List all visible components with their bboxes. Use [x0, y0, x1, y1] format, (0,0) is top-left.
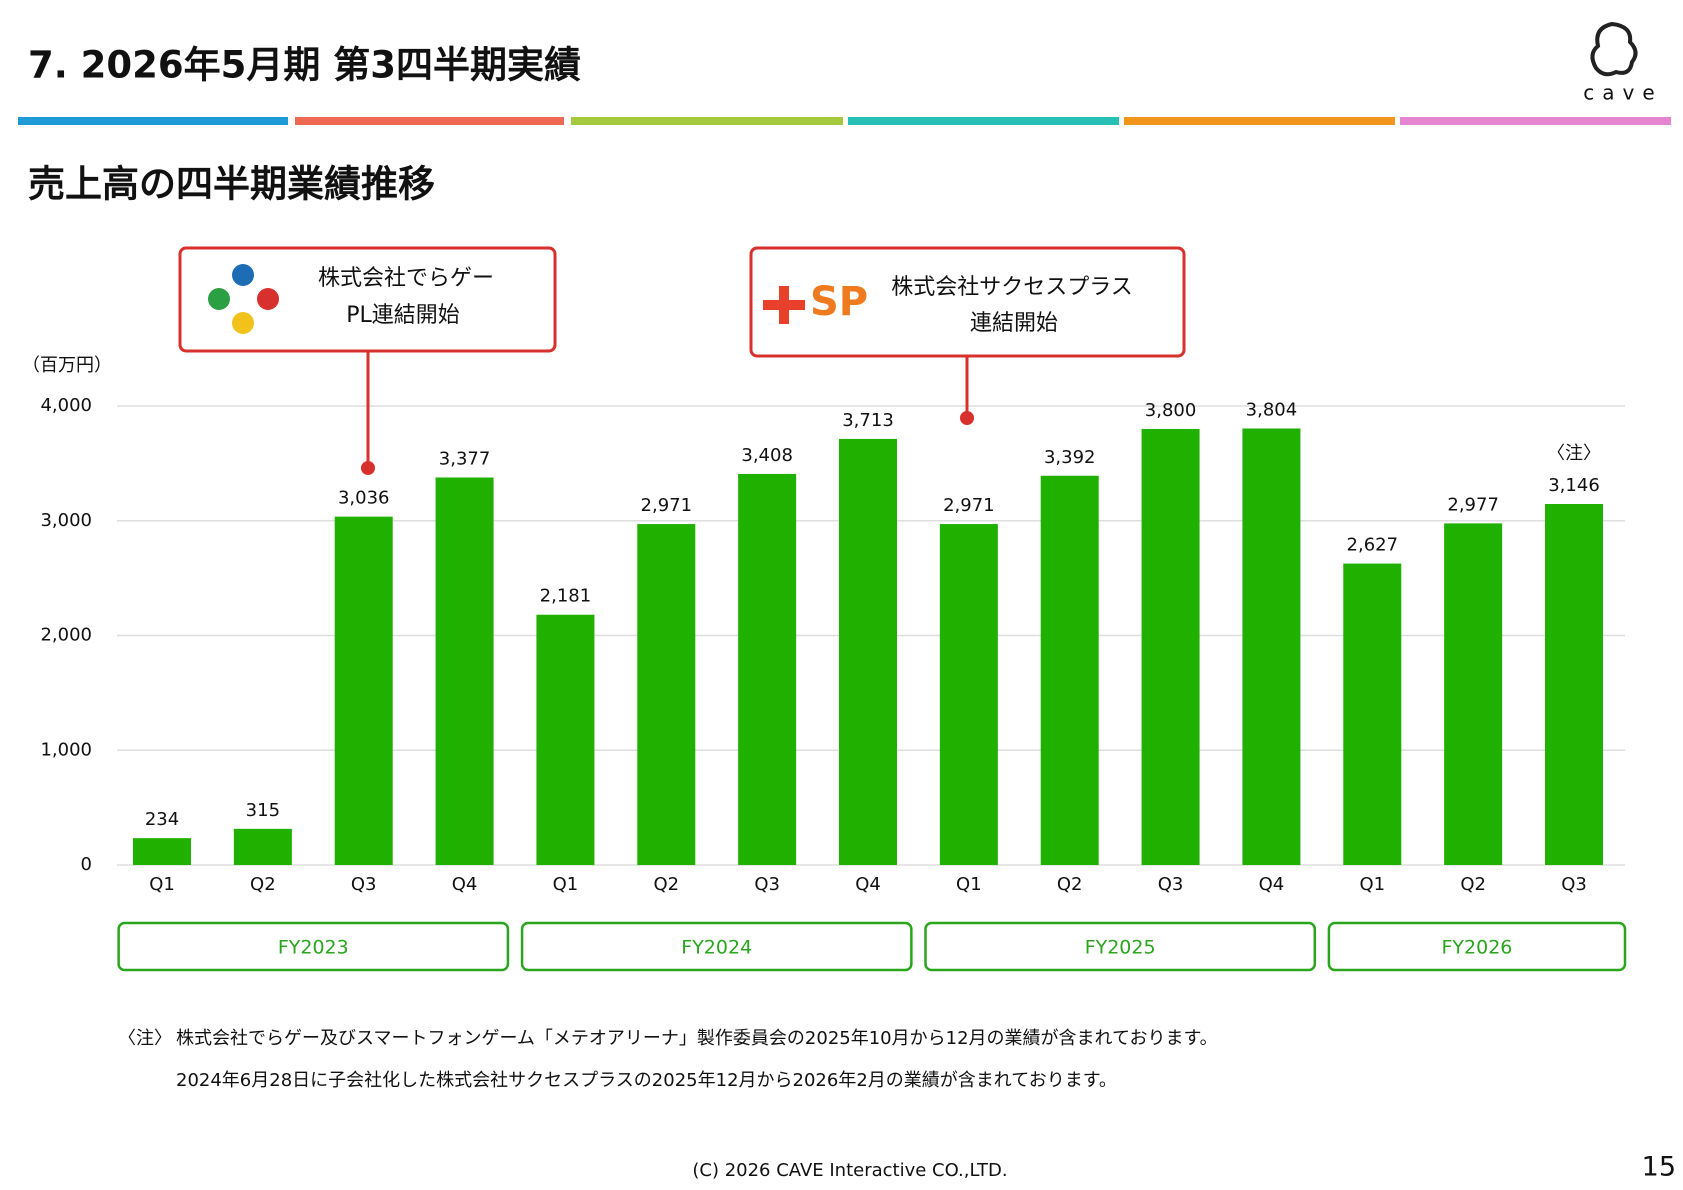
footnote-marker: 〈注〉: [118, 1028, 172, 1049]
bar: [1040, 475, 1099, 865]
bar: [1343, 563, 1402, 865]
color-bar-segment: [295, 117, 564, 125]
callout-text: 株式会社でらゲー: [318, 266, 494, 291]
fiscal-year-label: FY2023: [278, 937, 349, 959]
y-axis-label: （百万円）: [22, 355, 112, 376]
bar: [1141, 428, 1200, 865]
bar: [334, 516, 393, 865]
logo: cave: [1583, 21, 1662, 105]
fiscal-year-box: [117, 921, 510, 972]
callout-dot: [361, 461, 375, 475]
callout: 株式会社でらゲー PL連結開始: [178, 246, 557, 475]
value-label: 315: [246, 800, 280, 821]
x-tick-label: Q2: [250, 874, 276, 895]
logo-icon: [1590, 21, 1638, 77]
logo-dot: [208, 288, 230, 310]
value-label: 2,181: [540, 586, 592, 607]
value-label: 234: [145, 809, 179, 830]
callout-text: 株式会社サクセスプラス: [891, 275, 1133, 300]
fiscal-year-label: FY2026: [1442, 937, 1513, 959]
fiscal-year-box: [924, 921, 1317, 972]
bar: [233, 828, 292, 865]
callout-text: PL連結開始: [346, 303, 460, 328]
logo-dot: [232, 312, 254, 334]
callout-text: 連結開始: [970, 311, 1058, 336]
logo-plus: [763, 286, 805, 324]
color-bar-segment: [18, 117, 288, 125]
color-bar-segment: [571, 117, 843, 125]
footnote: 2024年6月28日に子会社化した株式会社サクセスプラスの2025年12月から2…: [176, 1070, 1117, 1091]
logo-dot: [232, 264, 254, 286]
value-label: 2,627: [1347, 535, 1399, 556]
fiscal-year-box: [1327, 921, 1627, 972]
x-tick-label: Q1: [1359, 874, 1385, 895]
x-tick-label: Q4: [1259, 874, 1285, 895]
bar: [839, 438, 897, 865]
callout-dot: [960, 411, 974, 425]
y-tick-label: 0: [81, 854, 92, 875]
bar: [1444, 523, 1503, 865]
color-bar-segment: [1400, 117, 1671, 125]
callout: SP 株式会社サクセスプラス 連結開始: [749, 246, 1186, 425]
logo-text: cave: [1583, 81, 1662, 105]
x-tick-label: Q3: [351, 874, 377, 895]
x-tick-label: Q2: [1057, 874, 1083, 895]
x-tick-label: Q3: [1158, 874, 1184, 895]
value-label: 3,408: [741, 445, 793, 466]
chart-title: 売上高の四半期業績推移: [28, 163, 435, 206]
color-bar: [18, 117, 1671, 125]
fiscal-year-label: FY2024: [681, 937, 752, 959]
value-label: 3,713: [842, 410, 894, 431]
bar: [435, 477, 494, 865]
y-tick-label: 3,000: [40, 510, 92, 531]
callout-box: [178, 246, 557, 353]
x-tick-label: Q3: [1561, 874, 1587, 895]
x-tick-label: Q4: [855, 874, 881, 895]
copyright: (C) 2026 CAVE Interactive CO.,LTD.: [692, 1160, 1007, 1181]
footnote: 株式会社でらゲー及びスマートフォンゲーム「メテオアリーナ」製作委員会の2025年…: [176, 1028, 1218, 1049]
page-number: 15: [1642, 1152, 1676, 1183]
chart: 0 1,000 2,000 3,000 4,000 234 Q1 315 Q2 3,036 Q3 3,…: [40, 395, 1627, 972]
bar: [637, 524, 696, 865]
fiscal-year-label: FY2025: [1085, 937, 1156, 959]
value-label: 3,392: [1044, 447, 1096, 468]
x-tick-label: Q1: [553, 874, 579, 895]
value-label: 3,377: [439, 448, 491, 469]
page-title: 7. 2026年5月期 第3四半期実績: [28, 44, 581, 87]
value-label: 2,971: [641, 495, 693, 516]
bar: [1545, 503, 1603, 865]
value-label: 3,804: [1246, 399, 1298, 420]
fiscal-year-box: [520, 921, 913, 972]
y-tick-label: 4,000: [40, 395, 92, 416]
value-label: 2,971: [943, 495, 995, 516]
color-bar-segment: [848, 117, 1119, 125]
logo-dot: [257, 288, 279, 310]
x-tick-label: Q4: [452, 874, 478, 895]
callout-box: [749, 246, 1186, 358]
value-label: 3,146: [1548, 475, 1600, 496]
bar: [738, 473, 797, 865]
value-label: 2,977: [1447, 494, 1499, 515]
x-tick-label: Q3: [754, 874, 780, 895]
value-label: 3,036: [338, 488, 390, 509]
color-bar-segment: [1124, 117, 1395, 125]
y-tick-label: 1,000: [40, 739, 92, 760]
bar: [1242, 428, 1301, 865]
x-tick-label: Q1: [149, 874, 175, 895]
bar: [939, 524, 998, 865]
x-tick-label: Q1: [956, 874, 982, 895]
x-tick-label: Q2: [1460, 874, 1486, 895]
bar: [536, 614, 595, 865]
x-tick-label: Q2: [653, 874, 679, 895]
y-tick-label: 2,000: [40, 625, 92, 646]
value-label: 3,800: [1145, 400, 1197, 421]
bar: [133, 838, 191, 865]
logo-text: SP: [810, 279, 868, 325]
note-marker: 〈注〉: [1547, 443, 1601, 464]
